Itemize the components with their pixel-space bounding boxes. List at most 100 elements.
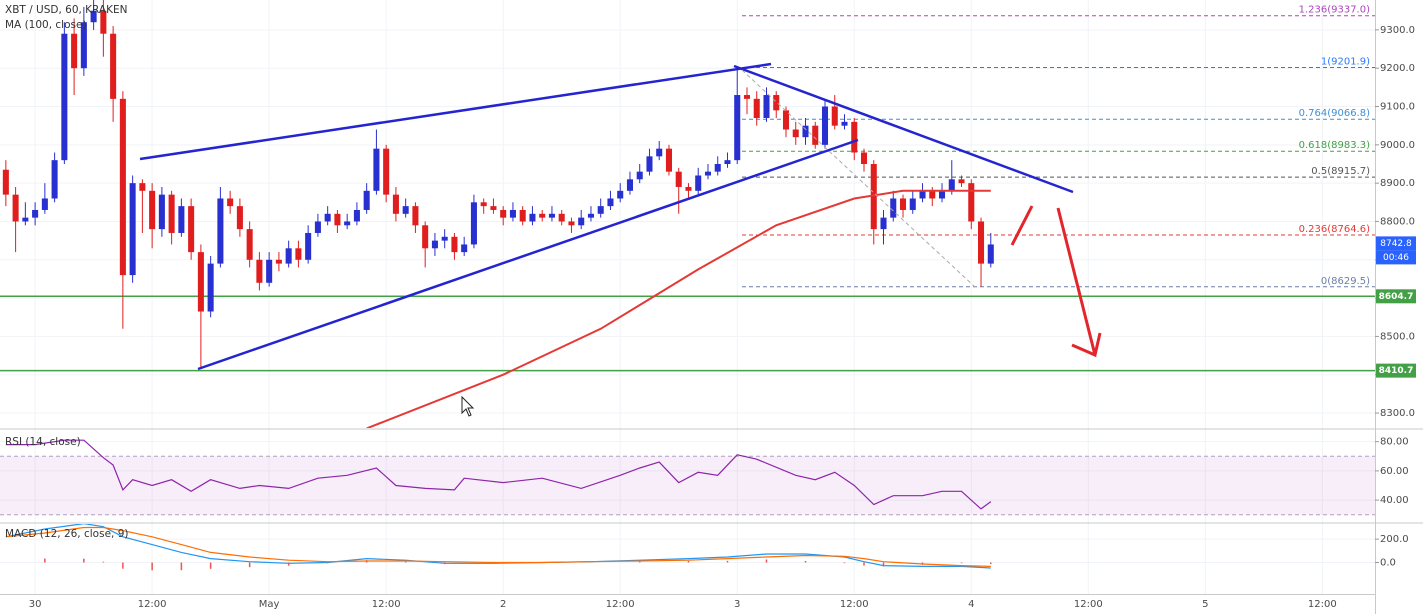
candle-body (958, 179, 965, 184)
x-tick-label: 3 (734, 599, 740, 610)
candle-body (860, 152, 868, 164)
candle-body (753, 98, 760, 119)
y-tick-label: 8800.0 (1380, 216, 1415, 227)
candle-body (12, 194, 19, 222)
candle-body (909, 198, 916, 210)
candle-body (675, 171, 682, 187)
price-tag-label: 8410.7 (1379, 366, 1414, 376)
candle-body (451, 236, 458, 253)
candle-body (422, 225, 429, 249)
countdown: 00:46 (1383, 253, 1409, 263)
candle-body (110, 33, 117, 99)
candle-body (51, 160, 58, 199)
rsi-line (5, 439, 992, 510)
candle-body (246, 229, 253, 260)
x-tick-label: 12:00 (372, 599, 401, 610)
y-tick-label: 9200.0 (1380, 63, 1415, 74)
macd-line (5, 524, 991, 569)
candle-body (139, 183, 146, 191)
candle-body (656, 148, 663, 157)
drawings (139, 62, 1102, 417)
trend-line (733, 64, 1074, 194)
y-tick-label: 9000.0 (1380, 140, 1415, 151)
candle-body (597, 206, 604, 214)
candle-body (714, 163, 721, 172)
price-tag (1376, 363, 1416, 378)
last-price: 8742.8 (1380, 239, 1412, 249)
candle-body (763, 95, 770, 119)
x-tick-label: 5 (1202, 599, 1208, 610)
candle-body (626, 179, 633, 191)
candle-body (158, 194, 165, 230)
x-tick-label: 2 (500, 599, 506, 610)
trend-line (139, 62, 772, 161)
candle-body (509, 209, 516, 218)
arrow (1010, 205, 1034, 246)
fib-label: 0.5(8915.7) (1311, 166, 1370, 177)
arrow (1056, 207, 1097, 356)
candle-body (61, 33, 68, 161)
candle-body (119, 98, 126, 276)
candle-body (880, 217, 887, 230)
candle-body (2, 169, 9, 195)
candle-body (704, 171, 712, 176)
fib-label: 1(9201.9) (1321, 56, 1370, 67)
candle-body (285, 248, 292, 264)
candle-body (275, 259, 282, 264)
candle-body (90, 10, 97, 23)
candle-body (305, 232, 312, 260)
rsi-band (0, 456, 1375, 515)
candle-body (568, 221, 575, 226)
candle-body (178, 206, 185, 233)
candle-body (938, 190, 946, 199)
candle-body (607, 198, 614, 207)
candle-body (441, 236, 448, 241)
candle-body (266, 259, 273, 283)
y-tick-label: 9100.0 (1380, 102, 1415, 113)
candle-body (792, 129, 799, 138)
candle-body (295, 248, 302, 260)
candle-body (578, 217, 585, 226)
candle-body (256, 259, 263, 283)
candle-body (383, 148, 390, 195)
trend-line (197, 138, 859, 371)
candle-body (149, 190, 156, 230)
candle-body (890, 198, 897, 218)
candle-body (431, 240, 438, 249)
macd-panel (5, 524, 992, 571)
candle-body (41, 198, 48, 210)
y-tick-label: 0.0 (1380, 558, 1396, 569)
candle-body (412, 206, 419, 226)
candle-body (32, 209, 39, 218)
candle-body (987, 244, 994, 264)
x-tick-label: 12:00 (1308, 599, 1337, 610)
x-tick-label: 12:00 (1074, 599, 1103, 610)
candle-body (870, 163, 877, 230)
candle-body (207, 263, 214, 312)
candle-body (734, 95, 741, 161)
x-tick-label: 12:00 (606, 599, 635, 610)
ma-legend: MA (100, close) (5, 19, 87, 31)
candle-body (188, 206, 195, 253)
y-tick-label: 80.00 (1380, 437, 1409, 448)
candle-body (841, 121, 848, 126)
candle-body (500, 209, 507, 218)
price-tag (1376, 236, 1416, 251)
candle-body (539, 213, 546, 218)
candle-body (685, 186, 692, 191)
cursor (461, 395, 475, 417)
candle-body (851, 121, 858, 153)
axes: 30 12:00 May 12:00 2 12:00 3 12:00 4 12:00 5 12:00 8… (29, 25, 1416, 610)
candle-body (519, 209, 526, 222)
candle-body (461, 244, 468, 253)
candle-body (334, 213, 341, 226)
candle-body (587, 213, 594, 218)
candle-body (373, 148, 380, 191)
candle-body (71, 33, 78, 69)
candle-body (665, 148, 672, 172)
candle-body (402, 206, 409, 214)
candle-body (22, 217, 29, 222)
rsi-title: RSI (14, close) (5, 436, 81, 448)
price-tag-label: 8604.7 (1379, 292, 1414, 302)
